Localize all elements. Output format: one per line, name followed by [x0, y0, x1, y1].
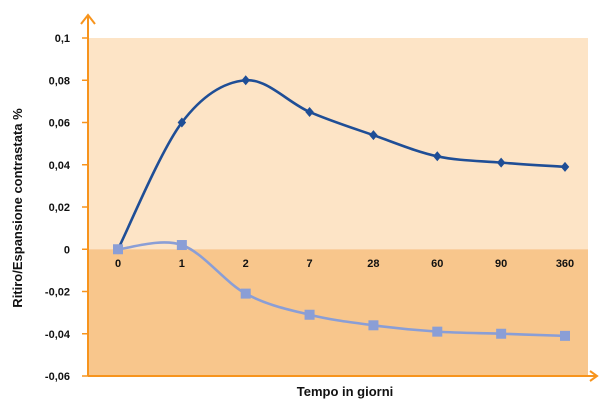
data-point: [369, 130, 378, 141]
positive-band: [88, 38, 588, 250]
data-point: [433, 151, 442, 162]
y-axis-arrow: [80, 13, 96, 25]
data-point: [368, 320, 379, 331]
y-tick-label: 0,04: [49, 160, 71, 172]
x-tick-label: 2: [243, 258, 249, 270]
x-tick-label: 7: [307, 258, 313, 270]
y-tick-label: 0,02: [49, 202, 70, 214]
series-group: [113, 75, 570, 341]
data-point: [304, 309, 315, 320]
data-point: [241, 75, 250, 86]
x-tick-label: 0: [115, 258, 121, 270]
data-point: [432, 326, 443, 337]
y-axis-title: Ritiro/Espansione contrastata %: [10, 108, 25, 308]
x-tick-label: 90: [495, 258, 507, 270]
x-tick-label: 60: [431, 258, 443, 270]
y-tick-label: -0,02: [45, 287, 70, 299]
data-point: [240, 288, 251, 299]
x-ticks: 0 1 2 7 28 60 90 360: [115, 258, 574, 270]
data-point: [305, 106, 314, 117]
negative-band: [88, 249, 588, 376]
x-tick-label: 1: [179, 258, 185, 270]
data-point: [560, 161, 570, 172]
plot-background: [88, 38, 588, 376]
series-2: [113, 240, 570, 341]
data-point: [177, 117, 187, 128]
x-axis-title: Tempo in giorni: [297, 384, 394, 399]
y-tick-label: 0,06: [49, 118, 70, 130]
data-point: [496, 157, 506, 168]
y-tick-label: 0,1: [55, 33, 70, 45]
data-point: [113, 244, 123, 255]
x-axis-arrow: [589, 370, 599, 382]
data-point: [176, 240, 187, 251]
y-tick-label: 0: [64, 244, 70, 256]
y-tick-label: -0,04: [45, 329, 71, 341]
y-tick-label: -0,06: [45, 371, 70, 383]
y-ticks: 0,1 0,08 0,06 0,04 0,02 0 -0,02 -0,04 -0,06: [45, 33, 88, 383]
data-point: [560, 330, 570, 341]
x-tick-label: 360: [556, 258, 574, 270]
x-tick-label: 28: [367, 258, 379, 270]
axes: [80, 13, 599, 382]
y-tick-label: 0,08: [49, 75, 70, 87]
data-point: [496, 328, 507, 339]
